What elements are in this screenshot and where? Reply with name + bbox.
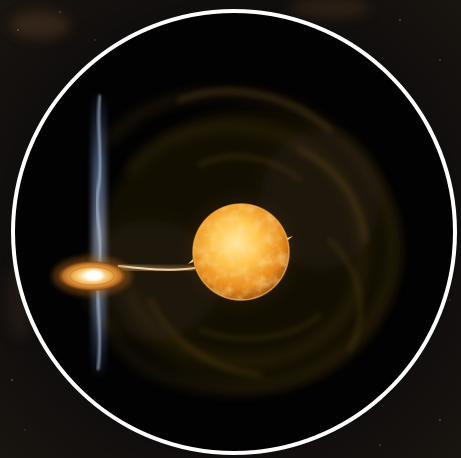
donor-star <box>188 203 293 301</box>
polar-jet <box>92 90 106 380</box>
background-dust <box>6 0 370 340</box>
accretion-disk <box>52 256 132 296</box>
viewport-border <box>11 9 457 455</box>
